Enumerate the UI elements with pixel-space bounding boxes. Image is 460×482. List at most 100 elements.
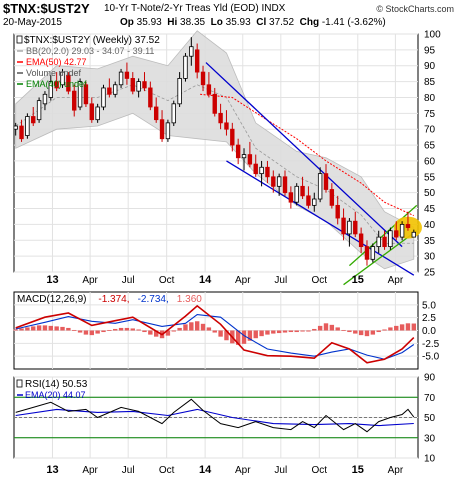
x-tick-label: Apr (235, 275, 251, 286)
histogram-bar (36, 325, 42, 331)
candle-body (370, 246, 376, 260)
histogram-bar (136, 329, 141, 331)
macd-line (15, 304, 415, 364)
y-tick-label: 30 (424, 433, 436, 444)
candle-body (253, 163, 258, 175)
histogram-bar (306, 330, 311, 332)
x-tick-label: Apr (388, 275, 404, 286)
price-legend-swatch (16, 35, 23, 44)
histogram-bar (66, 327, 71, 331)
high-label: Hi (167, 17, 178, 28)
change-value: -1.41 (-3.62%) (321, 17, 386, 28)
y-tick-label: -5.0 (422, 352, 440, 363)
candle-body (312, 198, 317, 206)
histogram-bar (259, 330, 264, 337)
open-value: 35.93 (136, 17, 162, 28)
candle-body (376, 236, 381, 248)
macd-panel: -5.0 -2.5 0.0 2.5 5.0 MACD(12,26,9) -1.374, -2.… (13, 291, 440, 370)
candle-body (72, 90, 77, 111)
histogram-bar (347, 330, 352, 333)
y-tick-label: 50 (424, 188, 436, 199)
rsi-legend-label: RSI(14) 50.53 (25, 379, 88, 390)
histogram-bar (212, 330, 217, 333)
candle-body (95, 106, 100, 121)
histogram-bar (276, 330, 282, 334)
low-value: 35.93 (225, 17, 251, 28)
candle-body (353, 220, 358, 235)
histogram-bar (130, 328, 135, 331)
x-tick-label-bottom: Oct (159, 465, 175, 476)
open-label: Op (120, 17, 134, 28)
histogram-bar (101, 330, 106, 333)
legend-label: Volume undef (26, 68, 82, 78)
candle-body (200, 71, 206, 86)
candle-body (247, 154, 253, 165)
candle-body (130, 78, 135, 92)
candle-body (341, 217, 346, 235)
candle-body (358, 233, 364, 248)
histogram-bar (235, 330, 241, 345)
y-tick-label: 95 (424, 45, 436, 56)
histogram-bar (288, 330, 294, 333)
y-tick-label: 90 (424, 373, 436, 384)
candle-body (382, 236, 387, 248)
x-tick-label: Jul (122, 275, 135, 286)
quote-line: Op 35.93 Hi 38.35 Lo 35.93 Cl 37.52 Chg … (120, 17, 386, 28)
y-tick-label: 55 (424, 172, 436, 183)
histogram-bar (224, 330, 229, 341)
y-tick-label: 50 (424, 413, 436, 424)
histogram-bar (282, 330, 288, 333)
histogram-bar (394, 325, 399, 331)
x-tick-label: Jul (274, 275, 287, 286)
y-tick-label: 70 (424, 125, 436, 136)
y-tick-label: 10 (424, 454, 436, 465)
legend-label: EMA(50) 42.77 (26, 57, 87, 67)
trendline-1 (205, 62, 403, 248)
candle-body (265, 166, 270, 178)
quote-date: 20-May-2015 (3, 17, 62, 28)
y-tick-label: 30 (424, 252, 436, 263)
histogram-bar (25, 327, 30, 331)
x-axis: 13 13 Apr Apr Jul Jul Oct Oct 14 14 Apr Apr Jul Jul Oc… (46, 274, 404, 476)
candle-body (399, 223, 405, 238)
histogram-bar (118, 327, 124, 331)
x-tick-label-bottom: 13 (46, 464, 58, 476)
bollinger-middle (15, 84, 414, 244)
x-tick-label: Oct (159, 275, 175, 286)
x-tick-label: 13 (46, 274, 58, 286)
candle-body (394, 230, 399, 238)
candle-body (113, 84, 118, 95)
rsi-line (15, 398, 415, 433)
histogram-bar (399, 324, 405, 331)
candle-body (31, 116, 36, 124)
candle-body (142, 81, 147, 89)
histogram-bar (364, 330, 370, 337)
histogram-bar (200, 323, 206, 331)
close-value: 37.52 (269, 17, 295, 28)
histogram-bar (31, 326, 36, 331)
y-tick-label: -2.5 (422, 339, 440, 350)
candle-body (19, 125, 24, 140)
candle-body (218, 112, 223, 124)
histogram-bar (247, 330, 253, 341)
histogram-bar (165, 330, 171, 336)
rsi-legend-swatch (16, 379, 23, 388)
candle-body (89, 103, 94, 121)
y-tick-label: 60 (424, 156, 436, 167)
high-value: 38.35 (180, 17, 206, 28)
candle-body (13, 125, 18, 130)
x-tick-label: 15 (352, 274, 364, 286)
candle-body (194, 49, 200, 73)
candle-body (107, 87, 112, 95)
histogram-bar (353, 330, 358, 334)
histogram-bar (153, 330, 159, 337)
x-tick-label-bottom: Apr (388, 465, 404, 476)
candle-body (329, 189, 335, 206)
histogram-bar (124, 327, 130, 331)
candle-body (282, 176, 288, 194)
histogram-bar (312, 328, 317, 331)
y-tick-label: 70 (424, 393, 436, 404)
candle-body (66, 74, 71, 92)
histogram-bar (271, 330, 276, 334)
